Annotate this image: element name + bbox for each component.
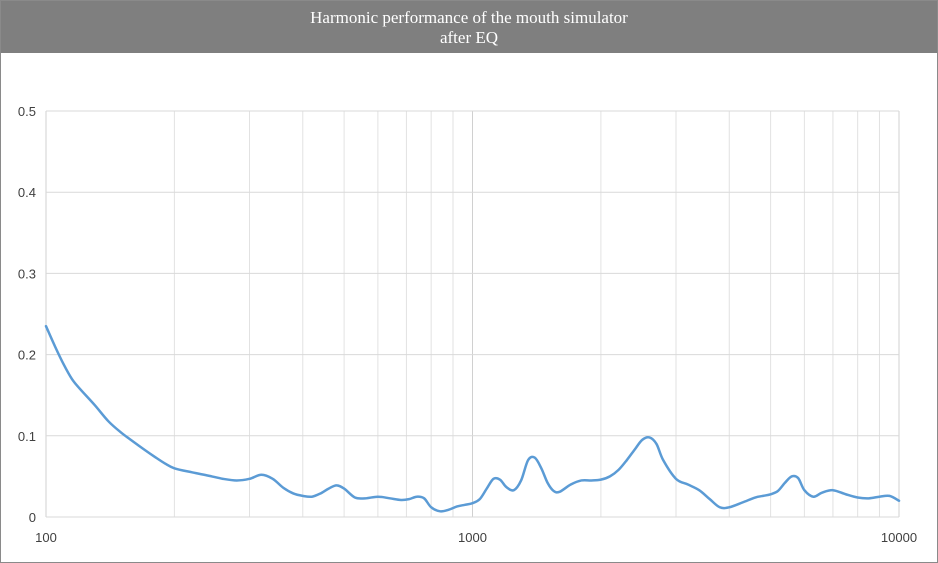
x-tick-label: 1000 bbox=[458, 530, 487, 545]
y-tick-label: 0.5 bbox=[18, 104, 36, 119]
series-line bbox=[44, 324, 901, 513]
chart-title-bar: Harmonic performance of the mouth simula… bbox=[1, 1, 937, 53]
chart-title: Harmonic performance of the mouth simula… bbox=[310, 8, 628, 27]
y-tick-label: 0.4 bbox=[18, 185, 36, 200]
chart-subtitle: after EQ bbox=[439, 28, 499, 47]
minor-gridlines bbox=[173, 111, 880, 517]
x-tick-label: 10000 bbox=[881, 530, 917, 545]
y-tick-label: 0 bbox=[29, 510, 36, 525]
y-tick-label: 0.1 bbox=[18, 429, 36, 444]
y-tick-label: 0.2 bbox=[18, 348, 36, 363]
y-tick-label: 0.3 bbox=[18, 266, 36, 281]
series-layer bbox=[44, 324, 901, 513]
tick-labels: 0 0.1 0.2 0.3 0.4 0.5 100 1000 10000 bbox=[18, 104, 917, 545]
major-gridlines bbox=[45, 110, 900, 518]
x-tick-label: 100 bbox=[35, 530, 57, 545]
